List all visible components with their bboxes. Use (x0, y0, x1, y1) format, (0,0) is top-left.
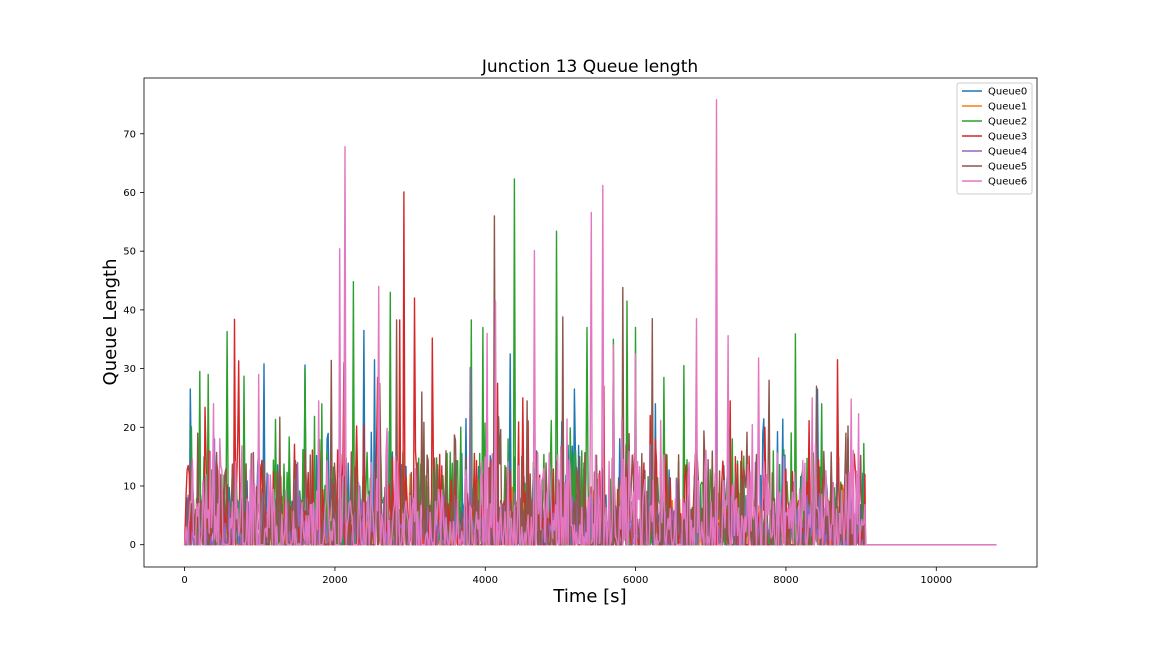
x-axis-label: Time [s] (552, 586, 626, 607)
legend-label: Queue4 (988, 147, 1027, 158)
plot-area (143, 77, 1038, 568)
legend-label: Queue2 (988, 117, 1027, 128)
x-tick-label: 4000 (473, 575, 498, 586)
legend-label: Queue5 (988, 162, 1027, 173)
y-tick-label: 20 (123, 423, 136, 434)
series-layer (183, 99, 997, 546)
x-tick-label: 8000 (773, 575, 798, 586)
y-tick-label: 0 (130, 540, 136, 551)
y-tick-label: 70 (123, 129, 136, 140)
x-tick-label: 0 (181, 575, 187, 586)
y-axis-label: Queue Length (100, 259, 121, 386)
y-tick-label: 60 (123, 188, 136, 199)
series-line-queue6 (183, 99, 997, 546)
legend-label: Queue3 (988, 132, 1027, 143)
y-tick-label: 10 (123, 481, 136, 492)
x-axis: 0 2000 4000 6000 8000 10000 (181, 567, 952, 586)
y-tick-label: 50 (123, 247, 136, 258)
legend-label: Queue1 (988, 102, 1027, 113)
y-tick-label: 40 (123, 305, 136, 316)
x-tick-label: 10000 (920, 575, 952, 586)
x-tick-label: 2000 (322, 575, 347, 586)
plot-frame (143, 77, 1038, 568)
y-tick-label: 30 (123, 364, 136, 375)
x-tick-label: 6000 (623, 575, 648, 586)
y-axis: 0 10 20 30 40 50 60 70 (123, 129, 144, 551)
legend-label: Queue6 (988, 177, 1027, 188)
chart-title: Junction 13 Queue length (481, 57, 698, 77)
legend: Queue0 Queue1 Queue2 Queue3 Queue4 Queue5 Queu… (956, 82, 1033, 195)
legend-label: Queue0 (988, 87, 1027, 98)
